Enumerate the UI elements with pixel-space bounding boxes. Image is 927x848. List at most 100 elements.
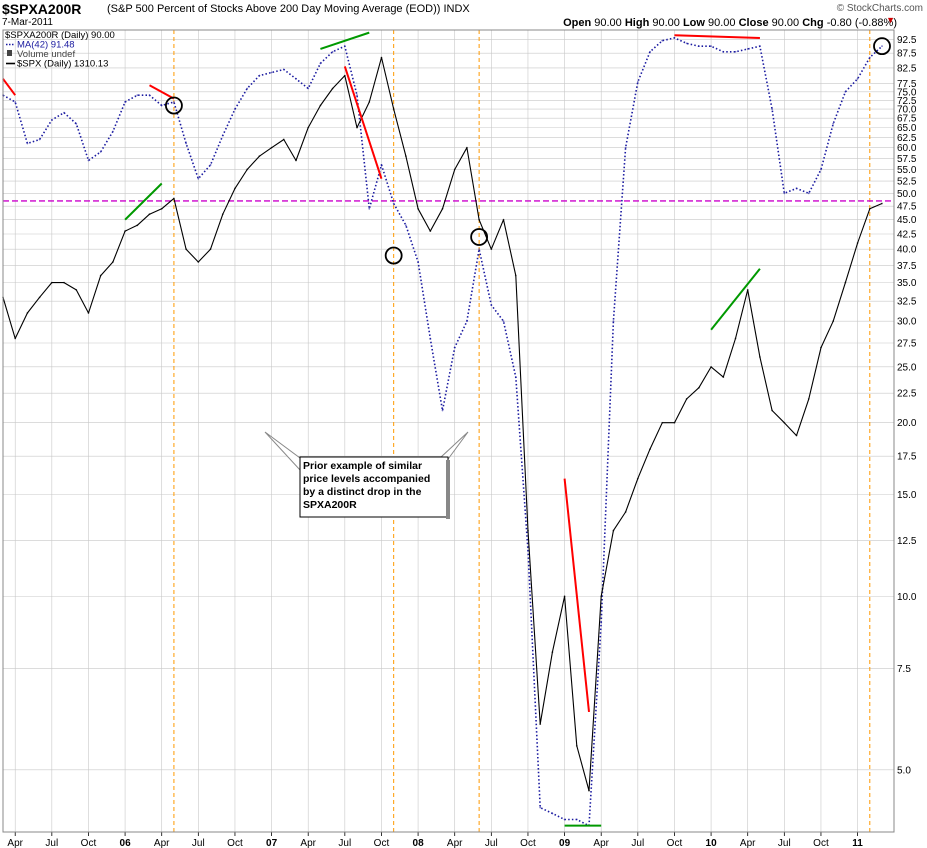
ma42-point xyxy=(417,261,419,263)
spx-point xyxy=(319,104,322,107)
ma42-point xyxy=(514,376,517,378)
ma42-point xyxy=(881,45,883,48)
spx-point xyxy=(50,281,53,284)
x-tick-label: Oct xyxy=(520,838,536,848)
x-tick-label: Oct xyxy=(81,838,97,848)
ma42-point xyxy=(404,224,407,227)
high-value: 90.00 xyxy=(652,17,680,29)
ma42-point xyxy=(697,45,700,48)
spx-point xyxy=(197,261,200,263)
y-tick-label: 70.0 xyxy=(897,105,917,116)
spx-point xyxy=(185,248,188,251)
x-tick-label: Apr xyxy=(300,838,316,848)
green-trendline xyxy=(710,268,761,331)
spx-point xyxy=(380,56,383,59)
x-tick-label: Oct xyxy=(374,838,390,848)
ma42-point xyxy=(246,87,249,90)
circled-points xyxy=(165,37,891,265)
spx-point xyxy=(124,230,126,232)
x-tick-label: Apr xyxy=(447,838,463,848)
y-tick-label: 7.5 xyxy=(897,664,911,675)
spx-point xyxy=(795,434,798,437)
ma42-point xyxy=(380,164,383,166)
spx-point xyxy=(746,288,749,291)
y-tick-label: 65.0 xyxy=(897,123,917,134)
spx-point xyxy=(734,337,737,340)
spx-point xyxy=(527,529,529,532)
x-tick-label: Jul xyxy=(192,838,205,848)
ma42-point xyxy=(636,81,639,83)
ma42-point xyxy=(734,50,737,53)
spx-point xyxy=(551,651,554,654)
x-tick-label: Jul xyxy=(338,838,351,848)
spx-point xyxy=(160,207,163,210)
spx-point xyxy=(246,168,249,171)
spx-point xyxy=(868,207,871,210)
y-tick-label: 37.5 xyxy=(897,261,917,272)
spx-point xyxy=(453,168,456,171)
spx-point xyxy=(673,421,676,424)
y-tick-label: 82.5 xyxy=(897,63,917,74)
spx-point xyxy=(111,261,114,263)
spx-point xyxy=(636,477,639,480)
x-tick-label: Jul xyxy=(778,838,791,848)
ma42-point xyxy=(87,159,90,162)
spx-point xyxy=(478,218,481,221)
y-tick-label: 47.5 xyxy=(897,202,917,213)
y-tick-label: 5.0 xyxy=(897,765,911,776)
spx-point xyxy=(331,87,334,90)
ma42-point xyxy=(832,122,835,125)
x-tick-label: Jul xyxy=(45,838,58,848)
ma42-point xyxy=(270,71,273,74)
chg-label: Chg xyxy=(802,17,824,29)
close-value: 90.00 xyxy=(771,17,800,29)
ma42-point xyxy=(539,806,542,809)
y-tick-label: 35.0 xyxy=(897,278,917,289)
spx-point xyxy=(417,207,419,210)
series-group xyxy=(2,37,883,827)
ma42-point xyxy=(502,320,505,323)
x-tick-label: Jul xyxy=(631,838,644,848)
ma42-point xyxy=(783,192,786,195)
callout-text-line: SPXA200R xyxy=(303,499,357,511)
callout-rect xyxy=(299,456,449,518)
ma42-point xyxy=(441,409,444,412)
ma42-point xyxy=(746,48,749,50)
spx-point xyxy=(307,126,310,129)
y-tick-label: 72.5 xyxy=(897,96,917,107)
x-tick-label: Oct xyxy=(667,838,683,848)
spx-point xyxy=(807,397,810,400)
ma42-point xyxy=(624,146,627,149)
y-tick-label: 75.0 xyxy=(897,87,917,98)
ma42-point xyxy=(185,142,188,145)
y-tick-label: 50.0 xyxy=(897,189,917,200)
grid xyxy=(3,30,894,832)
spx-point xyxy=(771,409,774,412)
spx-point xyxy=(783,421,786,424)
stockcharts-credit: © StockCharts.com xyxy=(836,3,923,14)
ma42-point xyxy=(392,202,395,205)
spx-point xyxy=(685,397,688,400)
callout-text-line: by a distinct drop in the xyxy=(303,486,422,498)
ma42-point xyxy=(527,549,529,552)
ma42-point xyxy=(26,142,29,145)
spx-point xyxy=(612,529,615,532)
ma42-point xyxy=(319,62,322,65)
plot-frame xyxy=(2,29,895,833)
legend-entry-label: $SPX (Daily) 1310.13 xyxy=(17,59,108,70)
ma42-point xyxy=(124,101,126,103)
spx-point xyxy=(173,197,175,200)
y-tick-label: 22.5 xyxy=(897,389,917,400)
spx-point xyxy=(563,595,566,598)
spx-point xyxy=(87,312,90,314)
spx-point xyxy=(392,108,395,110)
ma42-series-line xyxy=(2,37,883,827)
x-tick-label: 11 xyxy=(852,838,863,848)
trendlines xyxy=(2,31,761,827)
y-tick-label: 87.5 xyxy=(897,49,917,60)
x-tick-label: 10 xyxy=(706,838,718,848)
ma42-point xyxy=(429,337,432,340)
x-tick-label: Oct xyxy=(813,838,829,848)
